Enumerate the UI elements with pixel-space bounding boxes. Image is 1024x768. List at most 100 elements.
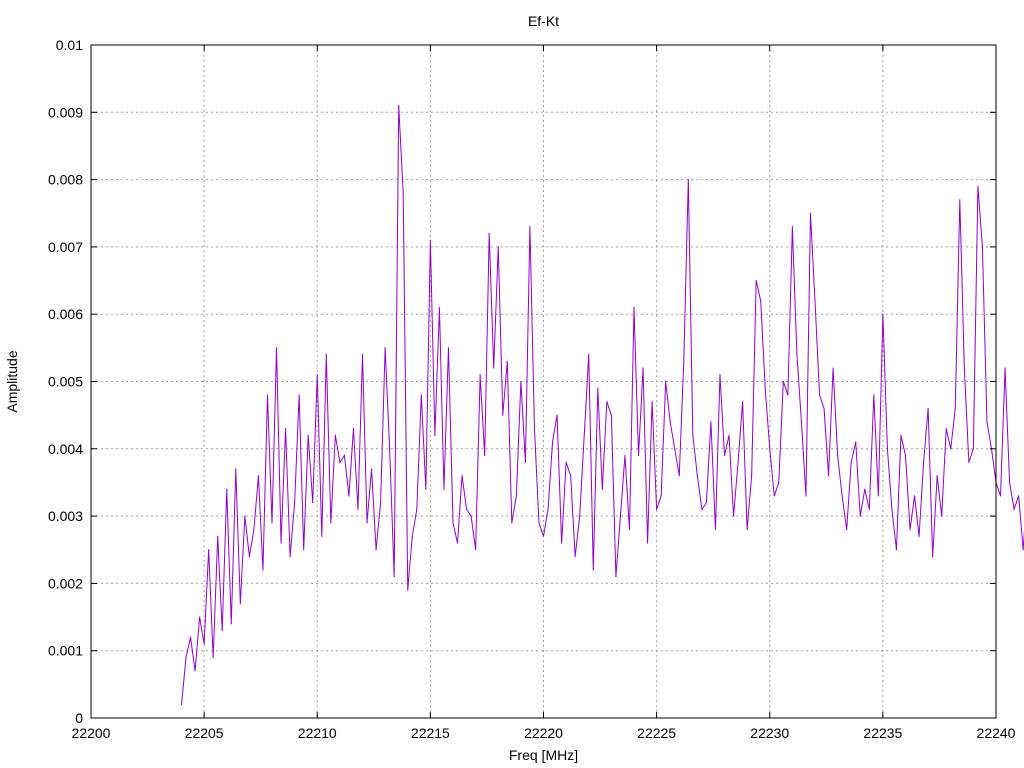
data-point <box>529 226 531 228</box>
data-point <box>918 535 920 537</box>
data-point <box>506 360 508 362</box>
data-point <box>465 508 468 510</box>
data-point <box>361 353 364 356</box>
data-point <box>533 428 536 430</box>
data-point <box>751 475 753 477</box>
data-point <box>284 428 287 430</box>
data-point <box>1013 508 1015 510</box>
data-point <box>696 475 698 477</box>
data-point <box>438 306 441 309</box>
data-point <box>452 522 454 524</box>
data-point <box>275 347 278 349</box>
data-point <box>800 421 803 423</box>
data-point <box>416 508 418 510</box>
data-point <box>429 239 431 241</box>
data-point <box>257 475 260 477</box>
y-tick-label: 0.008 <box>48 172 83 188</box>
data-point <box>357 508 359 510</box>
data-point <box>583 434 585 436</box>
data-point <box>226 488 228 490</box>
data-point <box>280 542 282 544</box>
data-point <box>895 549 898 551</box>
data-point <box>262 569 264 571</box>
data-point <box>239 602 241 605</box>
data-point <box>619 515 622 517</box>
data-point <box>656 508 658 510</box>
y-tick-label: 0.001 <box>48 643 83 659</box>
data-point <box>642 367 644 369</box>
data-point <box>855 441 857 443</box>
data-point <box>927 407 929 410</box>
data-point <box>683 360 685 362</box>
data-point <box>1018 495 1020 497</box>
data-point <box>443 488 445 490</box>
data-point <box>561 542 563 544</box>
data-point <box>637 454 640 457</box>
data-point <box>891 508 893 510</box>
data-point <box>814 300 816 302</box>
data-point <box>909 528 911 531</box>
data-point <box>841 495 843 497</box>
y-tick-label: 0.009 <box>48 104 83 120</box>
data-point <box>846 528 848 531</box>
data-point <box>787 394 789 396</box>
x-tick-label: 22205 <box>185 725 224 741</box>
data-point <box>900 434 902 436</box>
data-point <box>253 528 255 531</box>
data-point <box>199 616 201 618</box>
data-point <box>904 454 907 457</box>
data-point <box>837 454 839 457</box>
data-point <box>692 434 694 436</box>
data-point <box>886 448 889 450</box>
data-point <box>760 300 762 302</box>
data-point <box>705 502 708 504</box>
data-point <box>818 394 821 396</box>
data-point <box>574 555 576 558</box>
data-point <box>746 528 748 531</box>
x-tick-label: 22220 <box>524 725 563 741</box>
data-point <box>434 434 436 436</box>
data-point <box>877 495 879 497</box>
data-point <box>493 367 495 369</box>
data-point <box>823 407 825 410</box>
data-point <box>497 246 499 248</box>
data-point <box>352 428 355 430</box>
data-point <box>456 542 459 544</box>
data-point <box>719 374 721 376</box>
data-point <box>244 515 246 517</box>
data-point <box>791 226 793 228</box>
data-point <box>325 353 327 356</box>
data-point <box>782 380 784 383</box>
data-point <box>348 495 350 497</box>
data-point <box>923 461 925 463</box>
data-point <box>475 549 477 551</box>
x-tick-label: 22235 <box>863 725 902 741</box>
data-point <box>597 387 599 389</box>
y-tick-label: 0.007 <box>48 239 83 255</box>
data-point <box>624 454 626 457</box>
data-point <box>773 495 775 497</box>
data-point <box>873 394 875 396</box>
data-point <box>601 488 603 490</box>
data-point <box>248 555 250 558</box>
y-axis-title: Amplitude <box>4 350 20 412</box>
data-point <box>339 461 341 463</box>
data-point <box>556 414 558 416</box>
y-tick-label: 0 <box>75 710 83 726</box>
data-point <box>832 367 834 369</box>
data-point <box>981 246 984 248</box>
data-point <box>606 401 608 403</box>
data-point <box>796 353 798 356</box>
data-point <box>230 623 232 625</box>
y-tick-label: 0.005 <box>48 374 83 390</box>
data-point <box>936 475 938 477</box>
data-point <box>913 495 916 497</box>
data-point <box>370 468 373 470</box>
data-point <box>737 461 739 463</box>
x-tick-label: 22240 <box>977 725 1016 741</box>
data-point <box>298 394 300 396</box>
data-point <box>809 212 812 214</box>
data-point <box>303 549 305 551</box>
data-point <box>972 448 974 450</box>
